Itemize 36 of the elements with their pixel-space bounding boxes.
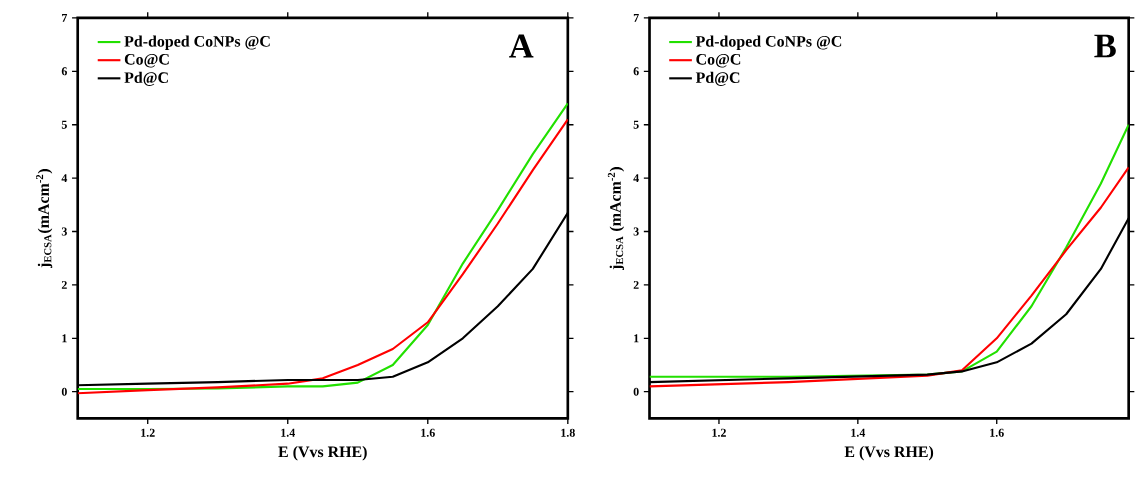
x-tick-label: 1.6: [990, 428, 1004, 437]
y-tick-label: 1: [62, 334, 67, 343]
annotation: B: [1094, 34, 1116, 58]
y-tick-label: 3: [633, 227, 639, 236]
y-tick-label: 7: [633, 13, 639, 22]
y-tick-label: 5: [61, 120, 67, 129]
y-tick-label: 6: [61, 67, 67, 76]
y-tick-label: 6: [633, 67, 639, 76]
y-tick-label: 5: [633, 120, 639, 129]
y-tick-label: 2: [61, 280, 67, 289]
y-tick-label: 0: [633, 387, 639, 396]
y-tick-label: 0: [61, 387, 67, 396]
legend-label: Pd@C: [124, 71, 168, 86]
x-tick-label: 1.2: [712, 428, 726, 437]
y-tick-label: 2: [633, 280, 639, 289]
y-tick-label: 1: [634, 334, 639, 343]
x-tick-label: 1.4: [281, 428, 295, 437]
y-axis-title: j$_{ECSA}$(mAcm$^{-2}$): [36, 168, 53, 268]
x-tick-label: 1.6: [421, 428, 435, 437]
legend-label: Co@C: [696, 53, 741, 68]
line-series: [649, 166, 1129, 388]
x-tick-label: 1.4: [851, 428, 866, 437]
y-tick-label: 4: [61, 174, 68, 182]
y-axis-title: j$_{ECSA}$ (mAcm$^{-2}$): [607, 167, 625, 270]
y-tick-label: 7: [62, 13, 68, 22]
legend-label: Pd@C: [695, 71, 740, 86]
annotation: A: [509, 34, 534, 58]
x-tick-label: 1.2: [141, 428, 155, 437]
legend-label: Pd-doped CoNPs @C: [124, 35, 270, 50]
legend-label: Pd-doped CoNPs @C: [695, 35, 842, 50]
x-axis-title: E (Vvs RHE): [844, 445, 934, 461]
y-tick-label: 4: [633, 174, 639, 182]
x-axis-title: E (Vvs RHE): [278, 445, 367, 461]
x-tick-label: 1.8: [561, 428, 575, 437]
legend-label: Co@C: [124, 53, 169, 68]
y-tick-label: 3: [61, 227, 67, 236]
